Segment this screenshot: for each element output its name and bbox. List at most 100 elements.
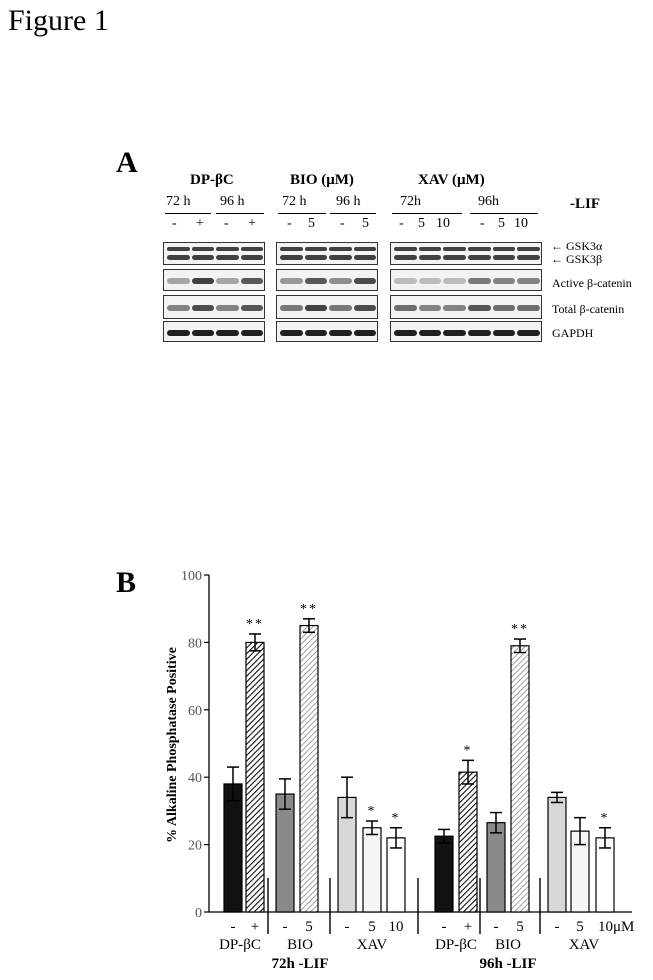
wb-group-label: DP-βC	[190, 172, 234, 188]
blot-band	[353, 247, 376, 251]
protein-label: ← GSK3β	[551, 252, 603, 266]
blot-band	[329, 329, 352, 336]
blot-band	[167, 255, 190, 260]
blot-panel	[163, 295, 265, 319]
blot-band	[353, 305, 376, 311]
blot-band	[216, 329, 239, 336]
blot-band	[353, 278, 376, 284]
blot-band	[394, 329, 417, 336]
blot-band	[191, 305, 214, 311]
bar	[275, 793, 295, 913]
blot-band	[418, 255, 442, 260]
blot-band	[492, 329, 516, 336]
x-treatment-label: -	[442, 919, 447, 935]
significance-marker: *	[464, 743, 473, 758]
x-treatment-label: -	[231, 919, 236, 935]
bar	[547, 796, 567, 913]
wb-lane-label: 5	[498, 216, 505, 231]
wb-lane-label: 10	[514, 216, 528, 231]
wb-lane-label: -	[340, 216, 345, 231]
x-treatment-label: -	[494, 919, 499, 935]
panel-a-letter: A	[116, 146, 138, 179]
bar	[223, 783, 243, 913]
significance-marker: *	[368, 804, 377, 819]
blot-panel	[276, 242, 378, 265]
blot-panel	[276, 295, 378, 319]
x-group-label: DP-βC	[219, 937, 261, 953]
blot-band	[304, 255, 327, 260]
blot-band	[216, 247, 239, 251]
blot-band	[517, 305, 540, 311]
x-treatment-label: 10μM	[598, 919, 634, 935]
wb-lane-label: -	[399, 216, 404, 231]
protein-label: GAPDH	[552, 326, 594, 340]
blot-band	[216, 278, 239, 284]
blot-band	[304, 247, 327, 251]
bar	[458, 771, 478, 913]
x-treatment-label: -	[283, 919, 288, 935]
bar	[486, 822, 506, 913]
significance-marker: **	[300, 602, 318, 617]
blot-band	[280, 247, 303, 251]
wb-time-label: 72h	[400, 194, 421, 209]
blot-panel	[276, 321, 378, 342]
protein-label-text: GSK3α	[566, 239, 603, 253]
wb-time-label: 96 h	[336, 194, 361, 209]
wb-time-label: 72 h	[166, 194, 191, 209]
blot-band	[280, 278, 303, 284]
wb-underline	[330, 213, 376, 214]
x-treatment-label: +	[251, 919, 259, 935]
blot-band	[216, 305, 239, 311]
y-tick-label: 0	[195, 906, 202, 921]
blot-band	[517, 329, 540, 336]
x-treatment-label: 10	[389, 919, 404, 935]
bar	[510, 645, 530, 913]
wb-lane-label: -	[287, 216, 292, 231]
x-time-label: 96h -LIF	[479, 956, 536, 972]
blot-band	[517, 278, 540, 284]
blot-band	[468, 329, 491, 336]
blot-panel	[163, 269, 265, 291]
wb-time-label: 96h	[478, 194, 499, 209]
blot-band	[280, 305, 303, 311]
protein-label-text: GSK3β	[566, 252, 603, 266]
blot-band	[240, 305, 263, 311]
x-treatment-label: 5	[576, 919, 584, 935]
blot-band	[304, 278, 327, 284]
wb-condition-label: -LIF	[570, 196, 600, 212]
x-treatment-label: 5	[305, 919, 313, 935]
blot-band	[394, 278, 417, 284]
wb-time-label: 96 h	[220, 194, 245, 209]
blot-band	[329, 278, 352, 284]
blot-band	[329, 305, 352, 311]
significance-marker: **	[511, 622, 529, 637]
blot-panel	[276, 269, 378, 291]
x-treatment-label: -	[345, 919, 350, 935]
bar	[362, 827, 382, 913]
blot-band	[240, 255, 263, 260]
bars: ***** *****	[223, 602, 615, 913]
blot-band	[394, 255, 417, 260]
protein-label: Total β-catenin	[552, 302, 625, 316]
blot-band	[353, 329, 376, 336]
y-tick-label: 40	[188, 771, 202, 786]
protein-label: Active β-catenin	[552, 276, 632, 290]
x-group-label: XAV	[357, 937, 388, 953]
wb-lane-label: -	[480, 216, 485, 231]
blot-band	[492, 278, 516, 284]
blot-band	[329, 255, 352, 260]
blot-band	[418, 329, 442, 336]
bar	[386, 837, 406, 913]
wb-lane-label: 10	[436, 216, 450, 231]
blot-band	[443, 255, 466, 260]
wb-lane-label: 5	[362, 216, 369, 231]
blot-panel	[390, 321, 542, 342]
blot-band	[240, 329, 263, 336]
blot-band	[191, 329, 214, 336]
blot-panel	[390, 242, 542, 265]
blot-band	[191, 278, 214, 284]
blot-band	[304, 329, 327, 336]
blot-band	[280, 255, 303, 260]
bar	[434, 835, 454, 913]
